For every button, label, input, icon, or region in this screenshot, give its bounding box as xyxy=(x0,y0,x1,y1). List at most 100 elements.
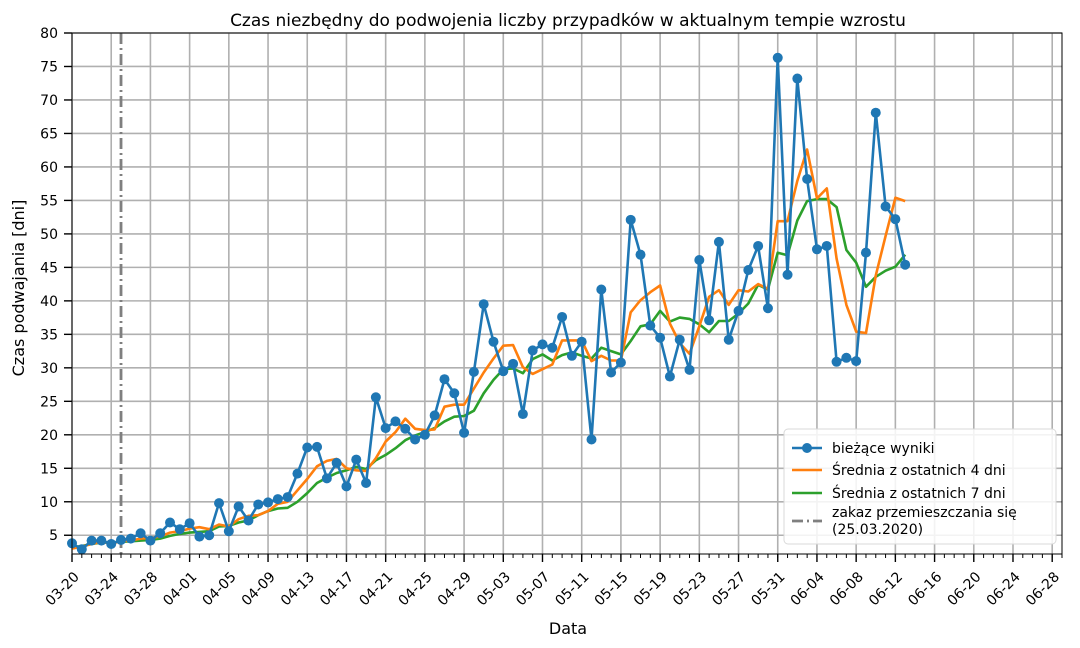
chart-title: Czas niezbędny do podwojenia liczby przy… xyxy=(230,11,906,31)
data-point xyxy=(370,392,381,403)
y-tick-label: 35 xyxy=(40,327,58,343)
data-point xyxy=(312,441,323,452)
data-point xyxy=(743,265,754,276)
data-point xyxy=(566,350,577,361)
data-point xyxy=(733,305,744,316)
y-tick-label: 5 xyxy=(49,528,58,544)
y-tick-label: 20 xyxy=(40,428,58,444)
data-point xyxy=(782,269,793,280)
data-point xyxy=(390,416,401,427)
data-point xyxy=(655,332,666,343)
data-point xyxy=(635,249,646,260)
data-point xyxy=(704,315,715,326)
data-point xyxy=(223,526,234,537)
data-point xyxy=(547,342,558,353)
data-point xyxy=(106,538,117,549)
data-point xyxy=(802,173,813,184)
data-point xyxy=(684,364,695,375)
data-point xyxy=(174,524,185,535)
data-point xyxy=(723,334,734,345)
y-tick-label: 40 xyxy=(40,294,58,310)
data-point xyxy=(351,454,362,465)
data-point xyxy=(517,409,528,420)
data-point xyxy=(753,240,764,251)
y-tick-label: 10 xyxy=(40,495,58,511)
data-point xyxy=(86,535,97,546)
data-point xyxy=(184,518,195,529)
legend-box xyxy=(783,428,1057,545)
data-point xyxy=(596,284,607,295)
data-point xyxy=(527,345,538,356)
data-point xyxy=(900,259,911,270)
data-point xyxy=(586,434,597,445)
y-tick-label: 80 xyxy=(40,26,58,42)
data-point xyxy=(135,528,146,539)
data-point xyxy=(76,544,87,555)
data-point xyxy=(890,214,901,225)
y-tick-label: 45 xyxy=(40,260,58,276)
data-point xyxy=(841,352,852,363)
data-point xyxy=(478,299,489,310)
data-point xyxy=(498,366,509,377)
x-axis-label: Data xyxy=(549,619,587,638)
y-tick-label: 25 xyxy=(40,394,58,410)
data-point xyxy=(380,423,391,434)
data-point xyxy=(625,214,636,225)
legend-label-2: Średnia z ostatnich 7 dni xyxy=(832,484,1006,502)
data-point xyxy=(165,517,176,528)
data-point xyxy=(870,107,881,118)
data-point xyxy=(459,427,470,438)
data-point xyxy=(410,434,421,445)
data-point xyxy=(155,528,166,539)
y-tick-label: 70 xyxy=(40,93,58,109)
data-point xyxy=(125,533,136,544)
data-point xyxy=(664,371,675,382)
data-point xyxy=(243,515,254,526)
data-point xyxy=(488,336,499,347)
data-point xyxy=(449,388,460,399)
data-point xyxy=(429,410,440,421)
data-point xyxy=(831,356,842,367)
y-tick-label: 75 xyxy=(40,59,58,75)
data-point xyxy=(194,531,205,542)
data-point xyxy=(674,334,685,345)
series-line-0 xyxy=(71,56,907,551)
data-point xyxy=(792,73,803,84)
data-point xyxy=(851,356,862,367)
plot-frame xyxy=(71,32,1063,555)
data-point xyxy=(204,530,215,541)
y-tick-label: 55 xyxy=(40,193,58,209)
data-point xyxy=(263,497,274,508)
series-layer xyxy=(67,52,911,555)
data-point xyxy=(116,534,127,545)
data-point xyxy=(576,336,587,347)
data-point xyxy=(214,498,225,509)
data-point xyxy=(272,494,283,505)
data-point xyxy=(96,535,107,546)
y-tick-label: 60 xyxy=(40,160,58,176)
legend-label-1: Średnia z ostatnich 4 dni xyxy=(832,461,1006,479)
data-point xyxy=(400,423,411,434)
data-point xyxy=(508,358,519,369)
data-point xyxy=(615,357,626,368)
data-point xyxy=(419,429,430,440)
data-point xyxy=(233,501,244,512)
data-point xyxy=(606,367,617,378)
data-point xyxy=(292,468,303,479)
data-point xyxy=(713,236,724,247)
data-point xyxy=(341,481,352,492)
data-point xyxy=(468,366,479,377)
data-point xyxy=(321,473,332,484)
data-point xyxy=(557,311,568,322)
data-point xyxy=(145,535,156,546)
y-tick-label: 65 xyxy=(40,126,58,142)
y-tick-label: 30 xyxy=(40,361,58,377)
data-point xyxy=(645,320,656,331)
data-point xyxy=(772,52,783,63)
data-point xyxy=(762,303,773,314)
data-point xyxy=(302,442,313,453)
y-tick-label: 15 xyxy=(40,461,58,477)
